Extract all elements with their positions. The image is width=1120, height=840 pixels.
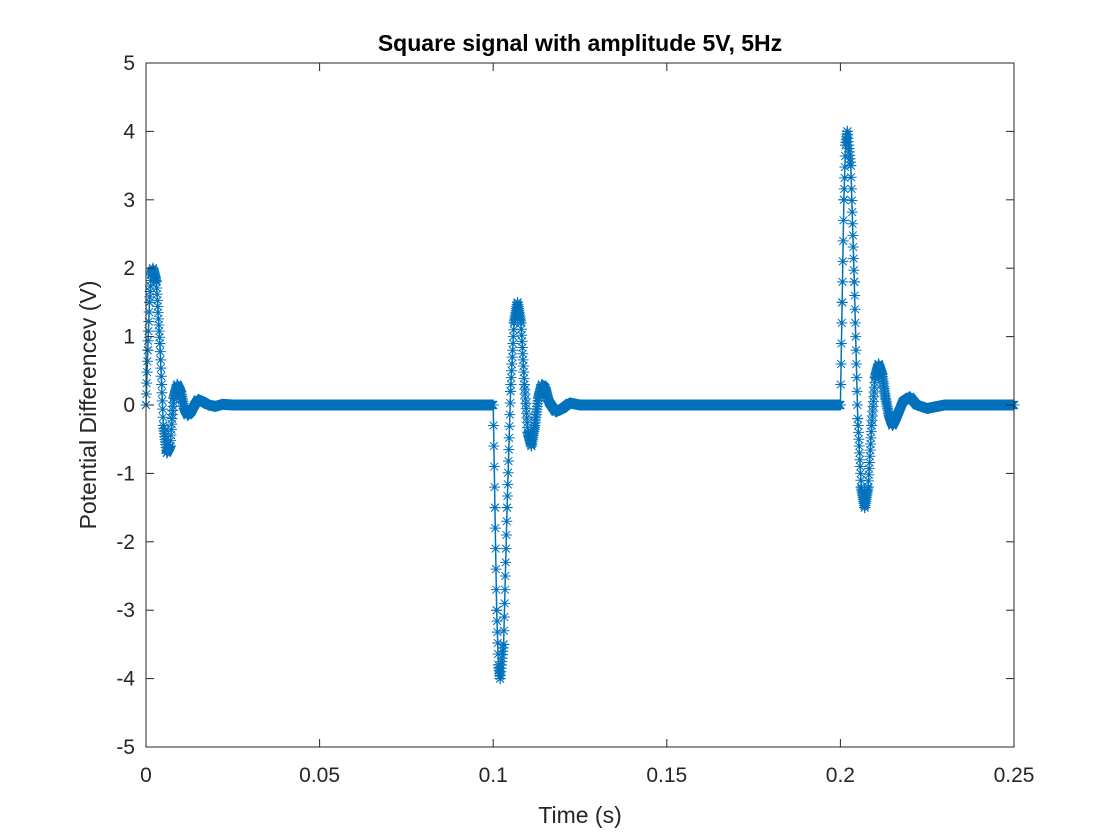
data-point: [873, 358, 885, 370]
data-point: [862, 481, 874, 493]
data-point: [845, 160, 857, 172]
data-point: [175, 385, 187, 397]
data-point: [216, 398, 228, 410]
data-point: [508, 317, 520, 329]
data-point: [522, 426, 534, 438]
data-point: [661, 399, 673, 411]
data-point: [886, 420, 898, 432]
data-point: [838, 194, 850, 206]
y-tick-label: 4: [123, 120, 135, 143]
data-point: [897, 396, 909, 408]
data-layer: [140, 125, 1020, 685]
data-point: [840, 139, 852, 151]
data-point: [904, 391, 916, 403]
data-point: [866, 420, 878, 432]
data-point: [512, 296, 524, 308]
data-point: [501, 502, 513, 514]
y-tick-label: -4: [116, 668, 135, 691]
data-point: [209, 400, 221, 412]
data-point: [836, 296, 848, 308]
data-point: [314, 399, 326, 411]
data-point: [498, 638, 510, 650]
x-tick-label: 0.2: [826, 764, 855, 787]
y-tick-label: -2: [116, 531, 135, 554]
data-point: [841, 125, 853, 137]
data-point: [154, 337, 166, 349]
data-point: [491, 604, 503, 616]
y-tick-label: 2: [123, 257, 135, 280]
data-point: [145, 269, 157, 281]
data-point: [539, 382, 551, 394]
y-tick-label: -1: [116, 462, 135, 485]
data-point: [227, 399, 239, 411]
data-point: [452, 399, 464, 411]
data-point: [591, 399, 603, 411]
tick-layer: 0 0.05 0.1 0.15 0.2 0.25 -5 -4 -3 -2 -1 0 1 2 3 4 5: [116, 52, 1034, 787]
data-point: [244, 399, 256, 411]
data-point: [730, 399, 742, 411]
data-point: [834, 399, 846, 411]
data-point: [164, 440, 176, 452]
data-point: [876, 368, 888, 380]
data-point: [529, 420, 541, 432]
x-tick-label: 0.15: [646, 764, 687, 787]
data-point: [494, 673, 506, 685]
data-point: [192, 394, 204, 406]
data-point: [525, 440, 537, 452]
data-point: [171, 378, 183, 390]
data-point: [505, 385, 517, 397]
data-point: [492, 659, 504, 671]
data-point: [157, 420, 169, 432]
data-point: [973, 399, 985, 411]
data-point: [185, 406, 197, 418]
data-point: [143, 296, 155, 308]
data-point: [890, 413, 902, 425]
data-point: [564, 397, 576, 409]
data-point: [189, 399, 201, 411]
data-point: [532, 392, 544, 404]
data-point: [859, 502, 871, 514]
data-point: [518, 378, 530, 390]
data-point: [150, 276, 162, 288]
data-point: [543, 396, 555, 408]
x-tick-label: 0: [140, 764, 152, 787]
x-tick-label: 0.25: [994, 764, 1035, 787]
data-point: [202, 399, 214, 411]
data-point: [178, 402, 190, 414]
y-tick-label: 1: [123, 326, 135, 349]
data-point: [574, 399, 586, 411]
y-axis-title: Potential Differencev (V): [75, 281, 101, 530]
data-point: [848, 276, 860, 288]
data-point: [383, 399, 395, 411]
data-point: [852, 413, 864, 425]
data-point: [161, 447, 173, 459]
x-tick-label: 0.05: [299, 764, 340, 787]
data-point: [855, 481, 867, 493]
y-tick-label: 0: [123, 394, 135, 417]
y-tick-label: 3: [123, 189, 135, 212]
data-point: [911, 399, 923, 411]
data-point: [550, 406, 562, 418]
y-tick-label: -5: [116, 736, 135, 759]
chart-title: Square signal with amplitude 5V, 5Hz: [378, 30, 782, 56]
x-axis-title: Time (s): [538, 802, 621, 828]
data-point: [557, 402, 569, 414]
data-point: [883, 409, 895, 421]
data-point: [800, 399, 812, 411]
data-point: [515, 317, 527, 329]
data-point: [196, 395, 208, 407]
data-point: [487, 399, 499, 411]
data-point: [869, 372, 881, 384]
data-point: [489, 502, 501, 514]
y-tick-label: -3: [116, 599, 135, 622]
x-tick-label: 0.1: [479, 764, 508, 787]
y-tick-label: 5: [123, 52, 135, 75]
data-point: [921, 402, 933, 414]
data-point: [880, 392, 892, 404]
data-point: [142, 344, 154, 356]
data-point: [166, 413, 178, 425]
data-point: [168, 392, 180, 404]
data-point: [939, 399, 951, 411]
